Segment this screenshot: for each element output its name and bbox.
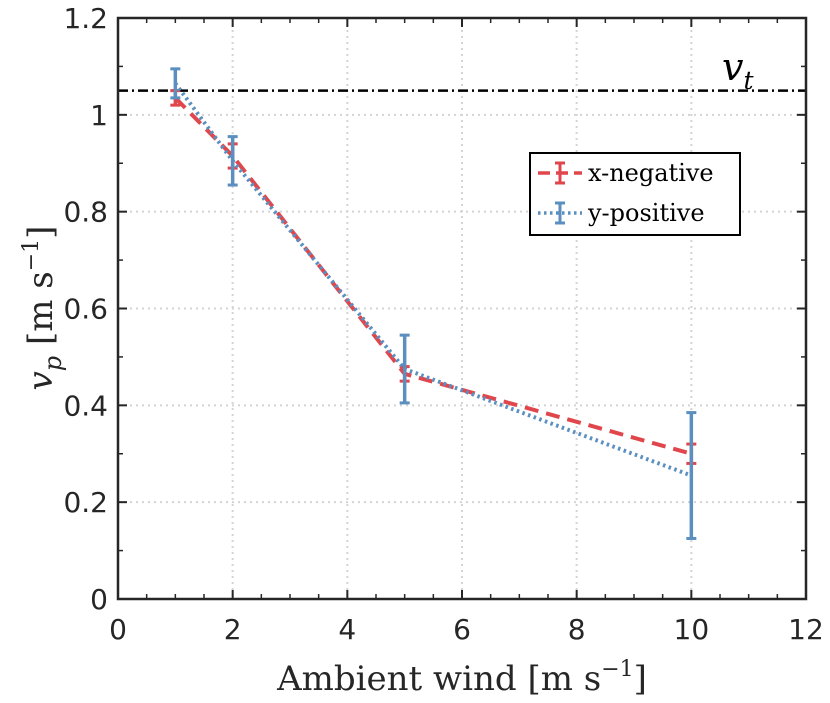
series-group: [170, 67, 697, 540]
reference-line-label-var: v: [722, 45, 744, 89]
x-tick-label: 12: [788, 613, 824, 646]
y-axis-label-var: v: [21, 371, 61, 390]
x-tick-label: 4: [338, 613, 356, 646]
y-tick-label: 0.8: [63, 196, 108, 229]
x-tick-label: 0: [109, 613, 127, 646]
y-axis-label-unit: [m s: [21, 271, 61, 356]
reference-line-label-sub: t: [743, 66, 754, 95]
x-axis-label-sup: −1: [601, 657, 633, 682]
x-axis-label-text: Ambient wind [m s: [276, 659, 601, 699]
x-tick-label: 8: [568, 613, 586, 646]
reference-line-label: vt: [722, 45, 754, 95]
y-tick-label: 1.2: [63, 2, 108, 35]
x-tick-label: 6: [453, 613, 471, 646]
legend-box: [529, 152, 741, 236]
legend-label-x-negative: x-negative: [588, 159, 714, 187]
y-tick-label: 0.2: [63, 486, 108, 519]
legend: x-negative y-positive: [529, 152, 741, 236]
y-tick-label: 0.6: [63, 293, 108, 326]
series-line-y-positive: [173, 82, 693, 478]
x-axis-label: Ambient wind [m s−1]: [276, 657, 647, 699]
y-axis-label-sub: p: [39, 356, 67, 371]
legend-label-y-positive: y-positive: [587, 199, 705, 227]
y-axis-label: vp [m s−1]: [19, 226, 67, 391]
y-axis-label-sup: −1: [19, 239, 44, 271]
x-tick-label: 2: [224, 613, 242, 646]
y-tick-label: 0.4: [63, 389, 108, 422]
x-axis-label-close: ]: [634, 659, 647, 699]
y-tick-label: 1: [90, 99, 108, 132]
x-tick-label: 10: [674, 613, 710, 646]
series-line-x-negative: [173, 96, 692, 456]
grid: [118, 18, 806, 599]
axis-ticks: 0 2 4 6 8 10 12 0 0.2 0.4 0.6 0.8 1 1.2: [63, 2, 823, 646]
y-axis-label-close: ]: [21, 226, 61, 239]
y-tick-label: 0: [90, 583, 108, 616]
